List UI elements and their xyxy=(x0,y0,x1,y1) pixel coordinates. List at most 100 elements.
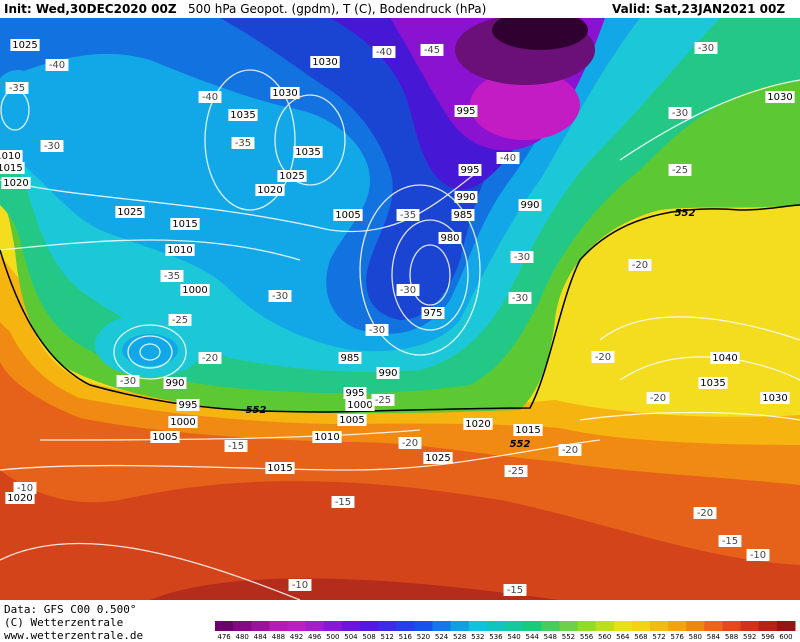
scale-label: 536 xyxy=(489,633,503,641)
pressure-label: 1030 xyxy=(312,57,337,68)
footer-line: Data: GFS C00 0.500° xyxy=(4,603,136,616)
scale-label: 504 xyxy=(344,633,358,641)
scale-label: 524 xyxy=(435,633,449,641)
footer-line: (C) Wetterzentrale xyxy=(4,616,123,629)
temperature-label: -30 xyxy=(369,325,385,336)
temperature-label-box xyxy=(746,549,770,561)
scale-label: 600 xyxy=(779,633,792,641)
pressure-label-box xyxy=(10,39,40,51)
temperature-label: -35 xyxy=(235,138,251,149)
temperature-label-box xyxy=(503,584,527,596)
temperature-label-box xyxy=(288,579,312,591)
temperature-label: -25 xyxy=(375,395,391,406)
pressure-label-box xyxy=(168,416,198,428)
pressure-label: 1015 xyxy=(172,219,197,230)
pressure-label-box xyxy=(163,377,187,389)
pressure-label: 1025 xyxy=(279,171,304,182)
temperature-label-box xyxy=(591,351,615,363)
scale-swatch xyxy=(541,621,560,631)
pressure-label-box xyxy=(312,431,342,443)
temperature-label-box xyxy=(231,137,255,149)
pressure-label: 1015 xyxy=(267,463,292,474)
pressure-label: 1000 xyxy=(182,285,207,296)
scale-label: 560 xyxy=(598,633,611,641)
scale-label: 520 xyxy=(417,633,430,641)
scale-label: 484 xyxy=(254,633,268,641)
pressure-label: 1005 xyxy=(339,415,364,426)
scale-swatch xyxy=(776,621,796,631)
scale-swatch xyxy=(486,621,506,631)
temperature-label: -15 xyxy=(228,441,244,452)
pressure-label: 1035 xyxy=(700,378,725,389)
pressure-label-box xyxy=(376,367,400,379)
temperature-label: -30 xyxy=(514,252,530,263)
pressure-label-box xyxy=(0,150,23,162)
pressure-label: 1025 xyxy=(117,207,142,218)
pressure-label: 1035 xyxy=(230,110,255,121)
pressure-label-box xyxy=(345,399,375,411)
pressure-label-box xyxy=(5,492,35,504)
temperature-label: -10 xyxy=(750,550,766,561)
temperature-label-box xyxy=(160,270,184,282)
isobars xyxy=(0,69,800,600)
scale-swatch xyxy=(523,621,542,631)
scale-label: 528 xyxy=(453,633,466,641)
scale-swatch xyxy=(704,621,723,631)
scale-label: 556 xyxy=(580,633,594,641)
scale-label: 544 xyxy=(526,633,540,641)
pressure-label: 990 xyxy=(456,192,475,203)
scale-swatch xyxy=(577,621,597,631)
temperature-label: -10 xyxy=(17,483,33,494)
pressure-label-box xyxy=(438,232,462,244)
field xyxy=(470,70,580,140)
pressure-label: 1010 xyxy=(0,151,21,162)
scale-label: 496 xyxy=(308,633,322,641)
scale-swatch xyxy=(360,621,379,631)
pressure-label-box xyxy=(760,392,790,404)
temperature-label: -30 xyxy=(698,43,714,54)
temperature-label-box xyxy=(331,496,355,508)
temperature-label: -40 xyxy=(500,153,516,164)
temperature-label: -40 xyxy=(49,60,65,71)
temperature-label-box xyxy=(510,251,534,263)
temperature-label: -20 xyxy=(632,260,648,271)
pressure-label-box xyxy=(170,218,200,230)
temperature-label-box xyxy=(508,292,532,304)
pressure-label-box xyxy=(176,399,200,411)
pressure-label: 1020 xyxy=(7,493,32,504)
temperature-label: -20 xyxy=(595,352,611,363)
pressure-label: 1030 xyxy=(767,92,792,103)
temperature-label: -35 xyxy=(9,83,25,94)
temperature-label-box xyxy=(198,91,222,103)
valid-time: Valid: Sat,23JAN2021 00Z xyxy=(612,2,785,16)
scale-swatch xyxy=(396,621,415,631)
pressure-label: 1020 xyxy=(257,185,282,196)
scale-swatch xyxy=(269,621,288,631)
scale-swatch xyxy=(631,621,651,631)
pressure-label-box xyxy=(333,209,363,221)
pressure-label-box xyxy=(518,199,542,211)
temperature-label: -30 xyxy=(272,291,288,302)
pressure-label-box xyxy=(228,109,258,121)
temperature-label-box xyxy=(224,440,248,452)
scale-label: 516 xyxy=(399,633,413,641)
temperature-label-box xyxy=(13,482,37,494)
temperature-label: -15 xyxy=(507,585,523,596)
pressure-label: 1020 xyxy=(3,178,28,189)
scale-label: 540 xyxy=(507,633,520,641)
pressure-label: 985 xyxy=(453,210,472,221)
height-label: 552 xyxy=(510,439,531,450)
footer-line: www.wetterzentrale.de xyxy=(4,629,143,642)
pressure-label-box xyxy=(180,284,210,296)
temperature-label: -20 xyxy=(697,508,713,519)
pressure-label: 990 xyxy=(520,200,539,211)
pressure-label-box xyxy=(165,244,195,256)
scale-swatch xyxy=(251,621,270,631)
temperature-label: -15 xyxy=(722,536,738,547)
temperature-label: -35 xyxy=(164,271,180,282)
temperature-label: -25 xyxy=(508,466,524,477)
temperature-label: -40 xyxy=(202,92,218,103)
temperature-label-box xyxy=(646,392,670,404)
temperature-label-box xyxy=(198,352,222,364)
